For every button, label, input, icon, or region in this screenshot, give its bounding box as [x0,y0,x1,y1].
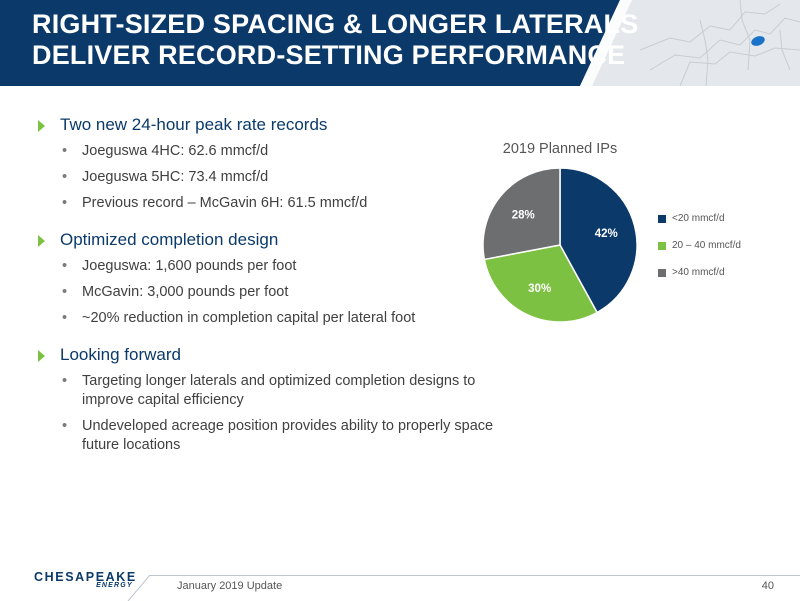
section-heading-text: Two new 24-hour peak rate records [60,115,328,134]
list-item: • Joeguswa: 1,600 pounds per foot [36,257,506,276]
list-item-text: Undeveloped acreage position provides ab… [82,418,494,453]
list-item-text: ~20% reduction in completion capital per… [82,310,416,326]
legend-swatch [658,242,666,250]
pie-slice [483,244,599,323]
list-item: • ~20% reduction in completion capital pe… [36,309,506,328]
legend-label: 20 – 40 mmcf/d [672,240,741,251]
list-item: • Joeguswa 4HC: 62.6 mmcf/d [36,142,506,161]
list-item-text: McGavin: 3,000 pounds per foot [82,284,289,300]
legend-swatch [658,215,666,223]
pie-slice [482,167,561,261]
sub-bullet-list: • Joeguswa: 1,600 pounds per foot • McGavi… [36,257,506,328]
section-looking-forward: Looking forward • Targeting longer latera… [36,344,506,455]
list-item-text: Joeguswa: 1,600 pounds per foot [82,258,297,274]
pie-data-label: 42% [595,228,618,240]
list-item: • Joeguswa 5HC: 73.4 mmcf/d [36,168,506,187]
legend-label: <20 mmcf/d [672,213,725,224]
bullet-dot-icon: • [62,143,68,159]
page-number: 40 [761,580,774,592]
page-title-line-2: DELIVER RECORD-SETTING PERFORMANCE [32,40,626,70]
sub-bullet-list: • Targeting longer laterals and optimized… [36,372,506,455]
list-item: • Previous record – McGavin 6H: 61.5 mmcf… [36,194,506,213]
bullet-dot-icon: • [62,169,68,185]
list-item-text: Joeguswa 5HC: 73.4 mmcf/d [82,169,269,185]
green-triangle-icon [38,350,45,362]
chart-title: 2019 Planned IPs [502,141,618,157]
section-completion-design: Optimized completion design • Joeguswa: 1… [36,229,506,328]
bullet-dot-icon: • [62,373,68,389]
bullet-dot-icon: • [62,258,68,274]
us-northeast-map-icon [580,0,800,86]
list-item-text: Previous record – McGavin 6H: 61.5 mmcf/… [82,195,368,211]
section-heading: Optimized completion design [36,229,506,251]
footer-divider-slant [127,575,151,601]
footer-date: January 2019 Update [177,580,283,592]
green-triangle-icon [38,235,45,247]
green-triangle-icon [38,120,45,132]
section-heading-text: Optimized completion design [60,230,279,249]
title-banner: RIGHT-SIZED SPACING & LONGER LATERALS DE… [0,0,800,86]
page-title: RIGHT-SIZED SPACING & LONGER LATERALS DE… [32,9,639,71]
page-title-line-1: RIGHT-SIZED SPACING & LONGER LATERALS [32,9,639,39]
legend-label: >40 mmcf/d [672,267,725,278]
pie-data-label: 30% [528,283,551,295]
pie-chart: 42% 30% 28% [482,167,638,323]
legend-swatch [658,269,666,277]
list-item-text: Targeting longer laterals and optimized … [82,373,476,408]
logo-sub: ENERGY [96,582,133,589]
bullet-dot-icon: • [62,310,68,326]
section-heading-text: Looking forward [60,345,181,364]
bullet-dot-icon: • [62,195,68,211]
pie-data-label: 28% [512,210,535,222]
logo-name: CHESAPEAKE [34,570,137,584]
chesapeake-logo: CHESAPEAKE ENERGY [34,570,137,589]
list-item: • Targeting longer laterals and optimized… [36,372,506,410]
section-heading: Two new 24-hour peak rate records [36,114,506,136]
list-item: • Undeveloped acreage position provides a… [36,417,506,455]
sub-bullet-list: • Joeguswa 4HC: 62.6 mmcf/d • Joeguswa 5HC… [36,142,506,213]
section-heading: Looking forward [36,344,506,366]
list-item: • McGavin: 3,000 pounds per foot [36,283,506,302]
bullet-dot-icon: • [62,418,68,434]
list-item-text: Joeguswa 4HC: 62.6 mmcf/d [82,143,269,159]
footer-divider [150,575,800,576]
bullet-dot-icon: • [62,284,68,300]
section-peak-rate-records: Two new 24-hour peak rate records • Joegu… [36,114,506,213]
pie-slice [559,167,638,314]
bullet-content: Two new 24-hour peak rate records • Joegu… [36,114,506,471]
